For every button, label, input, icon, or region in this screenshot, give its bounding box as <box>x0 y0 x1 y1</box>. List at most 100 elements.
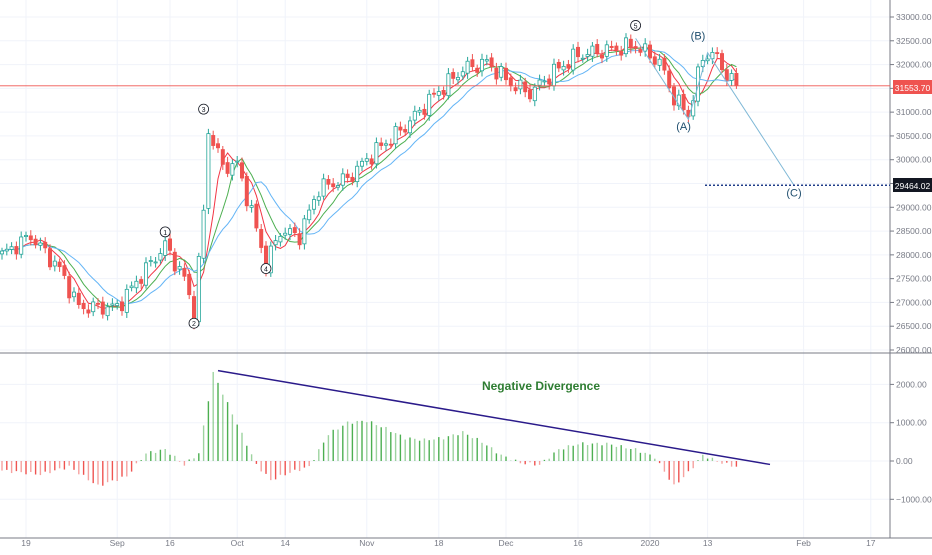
price-tick-label: 32000.00 <box>896 60 932 70</box>
candle-body <box>364 158 369 162</box>
moving-averages <box>1 45 737 309</box>
wave-label-circle <box>630 20 641 31</box>
candle-body <box>479 58 484 72</box>
ma-fast-line <box>1 45 737 309</box>
wave-label: 2 <box>192 321 196 328</box>
ma-slow-line <box>1 48 737 305</box>
time-tick-label: 13 <box>703 538 713 548</box>
candle-body <box>230 163 235 176</box>
candle-body <box>96 302 101 305</box>
time-tick-label: 18 <box>434 538 444 548</box>
candle-body <box>249 205 254 208</box>
candle-body <box>393 126 398 145</box>
candle-body <box>287 228 292 235</box>
time-tick-label: 19 <box>21 538 31 548</box>
candle-body <box>355 165 360 183</box>
candle-body <box>33 238 38 246</box>
candle-body <box>571 48 576 71</box>
divergence-layer <box>217 369 771 466</box>
candle-body <box>388 143 393 146</box>
time-tick-label: Nov <box>359 538 375 548</box>
candle-body <box>681 93 686 111</box>
candle-body <box>100 301 105 315</box>
price-tick-label: 27000.00 <box>896 297 932 307</box>
candle-body <box>715 52 720 55</box>
candle-body <box>283 232 288 236</box>
candle-body <box>734 72 739 86</box>
time-tick-label: 16 <box>165 538 175 548</box>
candle-body <box>451 72 456 79</box>
current-price-badge <box>893 80 932 94</box>
time-tick-label: Sep <box>110 538 125 548</box>
candle-body <box>619 51 624 56</box>
candle-body <box>590 45 595 57</box>
candle-body <box>235 160 240 163</box>
wave-label: 5 <box>634 23 638 30</box>
candle-body <box>215 143 220 149</box>
candle-body <box>398 126 403 131</box>
candle-body <box>604 44 609 57</box>
candle-body <box>345 173 350 178</box>
candle-body <box>614 45 619 51</box>
wave-label: (B) <box>691 30 706 42</box>
wave-label: 1 <box>163 230 167 237</box>
wave-label-circle <box>260 263 272 274</box>
candle-body <box>23 235 28 237</box>
price-badges: 31553.70 29464.02 <box>893 80 932 192</box>
candle-body <box>206 133 211 209</box>
candle-body <box>580 57 585 60</box>
grid-layer <box>0 0 932 539</box>
candle-body <box>57 261 62 268</box>
candle-body <box>331 183 336 188</box>
candle-body <box>48 248 53 268</box>
candle-body <box>427 93 432 116</box>
macd-tick-label: 1000.00 <box>896 418 927 428</box>
candle-body <box>528 89 533 100</box>
price-tick-label: 29000.00 <box>896 202 932 212</box>
time-tick-label: Oct <box>231 538 245 548</box>
macd-tick-label: 0.00 <box>896 456 913 466</box>
candle-body <box>311 199 316 210</box>
divergence-trendline[interactable] <box>217 369 771 466</box>
candle-body <box>566 64 571 69</box>
candle-body <box>633 46 638 49</box>
wave-projection-line <box>635 38 795 186</box>
candle-body <box>628 38 633 49</box>
candle-body <box>91 301 96 313</box>
candle-body <box>76 292 81 305</box>
candle-body <box>595 43 600 54</box>
candle-body <box>120 301 125 312</box>
candle-body <box>52 260 57 267</box>
macd-axis[interactable]: 2000.00 1000.00 0.00 −1000.00 <box>890 379 932 504</box>
candle-body <box>38 242 43 246</box>
target-price-badge <box>893 178 932 192</box>
time-axis[interactable]: 19 Sep 16 Oct 14 Nov 18 Dec 16 2020 13 Feb 17 <box>21 538 876 548</box>
candle-body <box>14 246 19 255</box>
candle-body <box>43 241 48 249</box>
candle-body <box>729 73 734 81</box>
price-pane[interactable]: 1 2 3 4 5 (A) (B) (C) <box>0 20 890 330</box>
time-tick-label: 16 <box>573 538 583 548</box>
time-tick-label: Feb <box>796 538 811 548</box>
candle-body <box>542 80 547 83</box>
candle-body <box>494 68 499 80</box>
candle-body <box>585 54 590 57</box>
wave-labels: 1 2 3 4 5 (A) (B) (C) <box>159 20 802 329</box>
wave-label: (C) <box>786 187 801 199</box>
candle-body <box>182 268 187 277</box>
candle-body <box>657 58 662 66</box>
candle-body <box>696 66 701 102</box>
macd-pane[interactable]: Negative Divergence <box>1 369 771 486</box>
wave-label: 3 <box>202 107 206 114</box>
price-tick-label: 28000.00 <box>896 250 932 260</box>
candle-body <box>105 306 110 317</box>
wave-label: 4 <box>264 267 268 274</box>
macd-tick-label: 2000.00 <box>896 379 927 389</box>
candle-body <box>359 160 364 167</box>
candle-body <box>172 251 177 272</box>
candle-body <box>167 238 172 251</box>
time-tick-label: 2020 <box>641 538 660 548</box>
candle-body <box>455 77 460 81</box>
